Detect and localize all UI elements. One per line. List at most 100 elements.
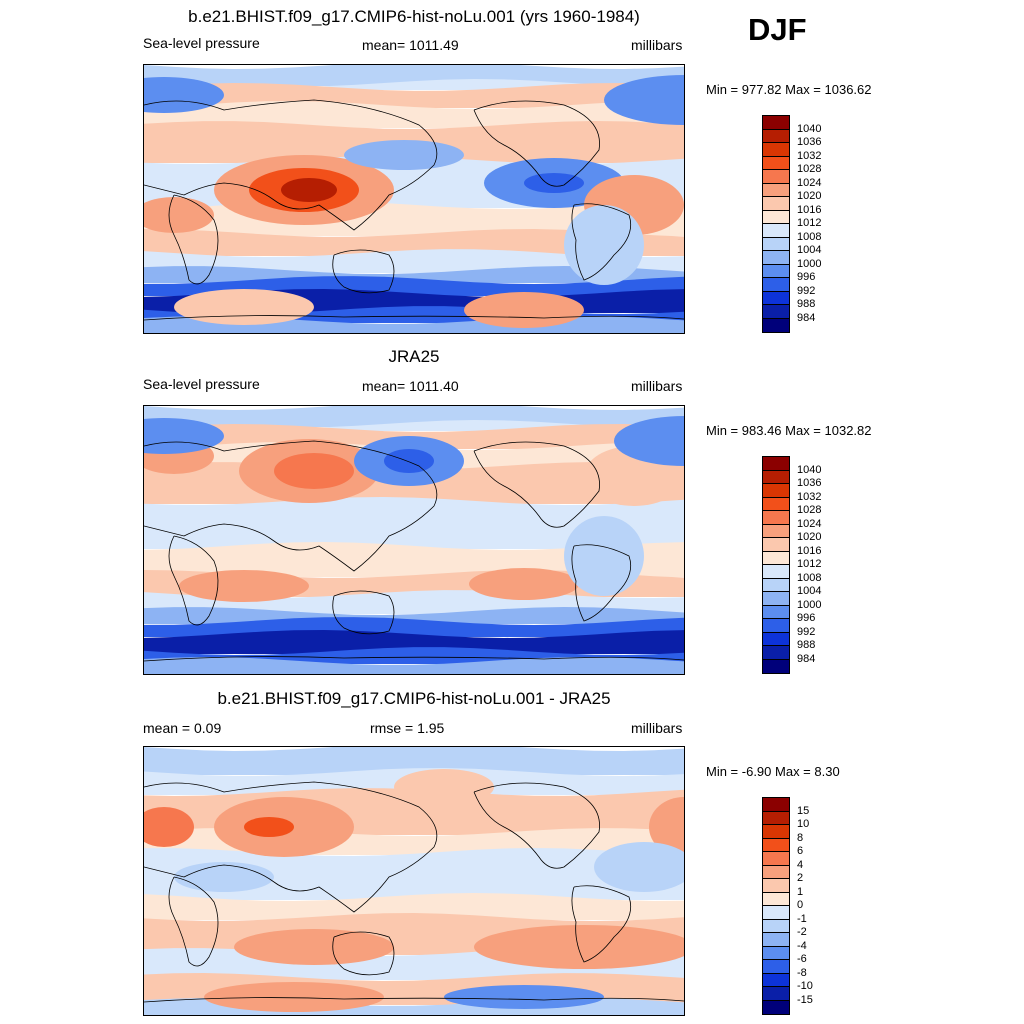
- colorbar-label: -1: [797, 912, 807, 925]
- panel-3-center-label: rmse = 1.95: [370, 720, 445, 736]
- colorbar-label: -4: [797, 939, 807, 952]
- colorbar-swatch: [763, 524, 789, 538]
- panel-3-map: [143, 746, 685, 1016]
- colorbar-swatch: [763, 592, 789, 606]
- colorbar-swatch: [763, 906, 789, 920]
- colorbar-label: 1008: [797, 571, 822, 584]
- colorbar-swatch: [763, 919, 789, 933]
- panel-1-map: [143, 64, 685, 334]
- colorbar-label: 1040: [797, 122, 822, 135]
- colorbar-label: 1016: [797, 203, 822, 216]
- colorbar-label: 992: [797, 284, 816, 297]
- colorbar-swatch: [763, 852, 789, 866]
- colorbar-label: 1020: [797, 190, 822, 202]
- colorbar-label: 988: [797, 298, 816, 310]
- panel-1-center-label: mean= 1011.49: [362, 37, 459, 53]
- panel-1-minmax: Min = 977.82 Max = 1036.62: [706, 82, 872, 97]
- colorbar-swatch: [763, 197, 789, 211]
- colorbar-label: 1000: [797, 257, 822, 270]
- colorbar-swatch: [763, 183, 789, 197]
- colorbar-label: 8: [797, 831, 804, 844]
- colorbar-swatch: [763, 838, 789, 852]
- colorbar-swatch: [763, 946, 789, 960]
- panel-3-title: b.e21.BHIST.f09_g17.CMIP6-hist-noLu.001 …: [217, 689, 611, 708]
- colorbar-swatch: [763, 278, 789, 292]
- colorbar-label: -10: [797, 980, 813, 992]
- colorbar-swatch: [763, 865, 789, 879]
- colorbar-swatch: [763, 264, 789, 278]
- colorbar-swatch: [763, 578, 789, 592]
- colorbar-swatch: [763, 892, 789, 906]
- colorbar-swatch: [763, 659, 789, 673]
- colorbar-swatch: [763, 511, 789, 525]
- colorbar-label: 1004: [797, 585, 822, 597]
- colorbar-label: 1012: [797, 217, 822, 229]
- colorbar-swatch: [763, 632, 789, 646]
- colorbar-swatch: [763, 210, 789, 224]
- colorbar-swatch: [763, 811, 789, 825]
- contour-field: [144, 406, 684, 674]
- colorbar-swatch: [763, 825, 789, 839]
- colorbar-swatch: [763, 798, 789, 812]
- colorbar-swatch: [763, 305, 789, 319]
- colorbar-swatch: [763, 538, 789, 552]
- colorbar-label: -2: [797, 926, 807, 938]
- colorbar-swatch: [763, 987, 789, 1001]
- colorbar-swatch: [763, 879, 789, 893]
- colorbar-swatch: [763, 619, 789, 633]
- colorbar-label: 1036: [797, 477, 822, 489]
- panel-3-left-label: mean = 0.09: [143, 720, 222, 736]
- colorbar-swatch: [763, 973, 789, 987]
- panel-2-right-label: millibars: [631, 378, 683, 394]
- colorbar-label: 1016: [797, 544, 822, 557]
- panel-2-title: JRA25: [388, 347, 440, 366]
- panel-2-map: [143, 405, 685, 675]
- colorbar-swatch: [763, 170, 789, 184]
- colorbar-label: 1004: [797, 244, 822, 256]
- colorbar-swatch: [763, 497, 789, 511]
- colorbar-swatch: [763, 1000, 789, 1014]
- colorbar-swatch: [763, 960, 789, 974]
- colorbar-swatch: [763, 318, 789, 332]
- colorbar-label: 992: [797, 625, 816, 638]
- colorbar-label: 1024: [797, 517, 822, 530]
- colorbar-swatch: [763, 470, 789, 484]
- colorbar-swatch: [763, 291, 789, 305]
- panel-2-colorbar: [762, 456, 790, 674]
- colorbar-label: 1028: [797, 504, 822, 516]
- colorbar-label: 996: [797, 612, 816, 624]
- colorbar-label: 15: [797, 804, 810, 817]
- colorbar-swatch: [763, 116, 789, 130]
- colorbar-label: 0: [797, 899, 804, 911]
- colorbar-label: -15: [797, 993, 813, 1006]
- panel-2-minmax: Min = 983.46 Max = 1032.82: [706, 423, 872, 438]
- colorbar-label: 4: [797, 858, 804, 871]
- panel-2-center-label: mean= 1011.40: [362, 378, 459, 394]
- panel-1-title: b.e21.BHIST.f09_g17.CMIP6-hist-noLu.001 …: [188, 7, 640, 26]
- colorbar-swatch: [763, 933, 789, 947]
- colorbar-swatch: [763, 646, 789, 660]
- panel-1-colorbar: [762, 115, 790, 333]
- colorbar-swatch: [763, 565, 789, 579]
- colorbar-swatch: [763, 129, 789, 143]
- colorbar-label: 984: [797, 311, 816, 324]
- panel-3-right-label: millibars: [631, 720, 683, 736]
- colorbar-label: 1032: [797, 149, 822, 162]
- colorbar-swatch: [763, 605, 789, 619]
- panel-1-right-label: millibars: [631, 37, 683, 53]
- colorbar-label: -6: [797, 953, 807, 965]
- colorbar-swatch: [763, 237, 789, 251]
- colorbar-swatch: [763, 251, 789, 265]
- panel-3-minmax: Min = -6.90 Max = 8.30: [706, 764, 840, 779]
- colorbar-swatch: [763, 224, 789, 238]
- colorbar-label: 10: [797, 818, 810, 830]
- colorbar-label: 996: [797, 271, 816, 283]
- colorbar-label: 2: [797, 872, 804, 884]
- colorbar-label: 1024: [797, 176, 822, 189]
- colorbar-label: 984: [797, 652, 816, 665]
- panel-1-left-label: Sea-level pressure: [143, 35, 260, 51]
- season-label: DJF: [748, 12, 807, 47]
- colorbar-swatch: [763, 484, 789, 498]
- colorbar-label: 988: [797, 639, 816, 651]
- colorbar-label: 1000: [797, 598, 822, 611]
